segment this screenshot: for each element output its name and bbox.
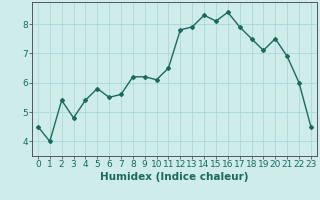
- X-axis label: Humidex (Indice chaleur): Humidex (Indice chaleur): [100, 172, 249, 182]
